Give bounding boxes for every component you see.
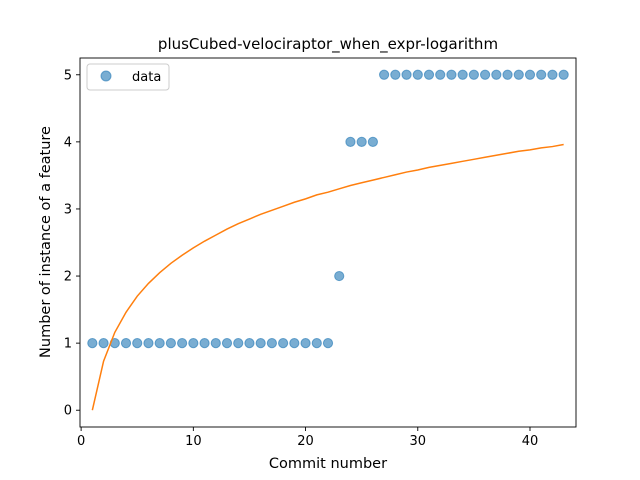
data-point bbox=[120, 338, 132, 349]
y-tick-label: 3 bbox=[64, 202, 72, 217]
x-tick-label: 10 bbox=[185, 434, 202, 449]
data-point bbox=[177, 338, 188, 349]
data-point bbox=[278, 338, 289, 349]
data-point bbox=[132, 338, 143, 349]
x-tick-label: 30 bbox=[410, 434, 427, 449]
y-axis-label: Number of instance of a feature bbox=[38, 126, 54, 358]
y-axis: 0 1 2 3 4 5 bbox=[64, 68, 80, 419]
plot-area bbox=[87, 69, 569, 411]
x-axis-label: Commit number bbox=[269, 456, 387, 472]
data-point bbox=[244, 338, 255, 349]
data-point bbox=[322, 338, 334, 349]
data-point bbox=[334, 270, 345, 282]
chart-title: plusCubed-velociraptor_when_expr-logarit… bbox=[158, 35, 498, 54]
data-point bbox=[502, 69, 513, 80]
x-tick-label: 40 bbox=[522, 434, 539, 449]
legend-marker bbox=[100, 70, 112, 82]
y-tick-label: 4 bbox=[64, 135, 72, 150]
data-point bbox=[221, 338, 233, 349]
data-point bbox=[547, 69, 558, 80]
data-point bbox=[266, 338, 277, 349]
x-tick-label: 20 bbox=[297, 434, 314, 449]
data-point bbox=[289, 338, 300, 349]
data-point bbox=[188, 338, 199, 349]
data-point bbox=[367, 136, 378, 147]
data-point bbox=[435, 69, 446, 80]
data-point bbox=[401, 69, 412, 80]
data-point bbox=[311, 338, 322, 349]
data-point bbox=[446, 69, 457, 80]
data-point bbox=[412, 69, 423, 80]
plot-frame bbox=[79, 57, 577, 428]
data-point bbox=[513, 69, 524, 80]
data-point bbox=[457, 69, 468, 80]
legend-label: data bbox=[132, 70, 161, 85]
y-tick-label: 5 bbox=[64, 68, 72, 83]
data-point bbox=[390, 69, 401, 80]
legend: data bbox=[86, 63, 170, 91]
fit-line bbox=[91, 143, 564, 411]
data-point bbox=[233, 338, 244, 349]
data-point bbox=[210, 338, 221, 349]
data-point bbox=[480, 69, 491, 80]
legend-box bbox=[86, 63, 170, 91]
data-point bbox=[468, 69, 479, 80]
data-point bbox=[536, 69, 547, 80]
data-point bbox=[199, 338, 210, 349]
data-point bbox=[356, 136, 367, 147]
data-point bbox=[98, 338, 109, 349]
x-axis: 0 10 20 30 40 bbox=[77, 427, 538, 449]
data-point bbox=[300, 338, 311, 349]
data-point bbox=[143, 338, 154, 349]
data-point bbox=[345, 136, 356, 147]
y-tick-label: 2 bbox=[64, 270, 72, 285]
data-point bbox=[558, 69, 569, 80]
x-tick-label: 0 bbox=[77, 434, 85, 449]
data-point bbox=[165, 338, 176, 349]
data-point bbox=[154, 338, 165, 349]
data-point bbox=[379, 69, 390, 80]
data-point bbox=[491, 69, 502, 80]
data-point bbox=[87, 338, 98, 349]
data-point bbox=[423, 69, 435, 80]
y-tick-label: 0 bbox=[64, 404, 72, 419]
data-point bbox=[255, 338, 266, 349]
data-point bbox=[524, 69, 536, 80]
y-tick-label: 1 bbox=[64, 337, 72, 352]
